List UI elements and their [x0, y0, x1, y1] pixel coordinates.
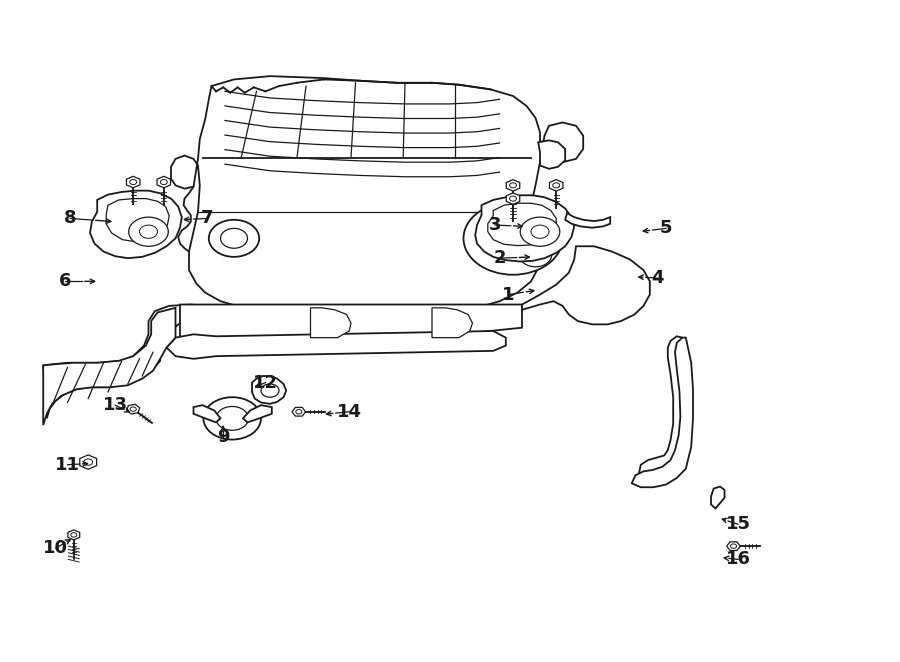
Text: 10: 10 [43, 539, 68, 557]
Polygon shape [180, 305, 522, 338]
Circle shape [216, 406, 248, 430]
Circle shape [296, 410, 302, 414]
Text: 5: 5 [660, 219, 672, 238]
Circle shape [464, 202, 562, 275]
Text: 16: 16 [725, 550, 751, 569]
Text: 13: 13 [103, 396, 128, 414]
Polygon shape [522, 246, 650, 324]
Circle shape [531, 225, 549, 238]
Polygon shape [127, 404, 140, 414]
Polygon shape [158, 176, 170, 188]
Text: 12: 12 [253, 373, 278, 392]
Polygon shape [432, 308, 473, 338]
Text: 3: 3 [489, 216, 501, 234]
Polygon shape [43, 308, 176, 425]
Polygon shape [488, 203, 556, 246]
Polygon shape [550, 179, 562, 191]
Polygon shape [43, 305, 220, 418]
Polygon shape [252, 376, 286, 404]
Polygon shape [171, 76, 583, 314]
Polygon shape [106, 199, 169, 242]
Text: 4: 4 [651, 269, 663, 287]
Text: 2: 2 [493, 249, 506, 267]
Polygon shape [90, 191, 182, 258]
Polygon shape [726, 542, 741, 551]
Text: 14: 14 [337, 402, 362, 421]
Polygon shape [565, 213, 610, 228]
Polygon shape [127, 176, 140, 188]
Circle shape [553, 183, 560, 188]
Circle shape [220, 228, 248, 248]
Polygon shape [166, 331, 506, 359]
Polygon shape [68, 530, 80, 540]
Polygon shape [538, 140, 565, 169]
Circle shape [130, 179, 137, 185]
Text: 1: 1 [502, 285, 515, 304]
Polygon shape [80, 455, 96, 469]
Circle shape [520, 217, 560, 246]
Circle shape [509, 183, 517, 188]
Text: 11: 11 [55, 455, 80, 474]
Polygon shape [310, 308, 351, 338]
Text: 7: 7 [201, 209, 213, 228]
Text: 8: 8 [64, 209, 76, 228]
Circle shape [731, 544, 736, 548]
Circle shape [160, 179, 167, 185]
Polygon shape [475, 195, 574, 261]
Polygon shape [507, 179, 519, 191]
Polygon shape [243, 405, 272, 422]
Text: 6: 6 [58, 272, 71, 291]
Circle shape [209, 220, 259, 257]
Circle shape [519, 243, 552, 267]
Circle shape [509, 196, 517, 201]
Polygon shape [632, 338, 693, 487]
Polygon shape [639, 336, 688, 483]
Circle shape [140, 225, 158, 238]
Circle shape [71, 533, 76, 537]
Circle shape [84, 459, 93, 465]
Circle shape [130, 407, 136, 411]
Polygon shape [194, 405, 220, 422]
Circle shape [203, 397, 261, 440]
Polygon shape [507, 193, 519, 205]
Polygon shape [711, 487, 724, 508]
Polygon shape [292, 407, 306, 416]
Circle shape [261, 384, 279, 397]
Circle shape [486, 218, 540, 258]
Circle shape [129, 217, 168, 246]
Text: 9: 9 [217, 428, 230, 446]
Text: 15: 15 [725, 515, 751, 534]
